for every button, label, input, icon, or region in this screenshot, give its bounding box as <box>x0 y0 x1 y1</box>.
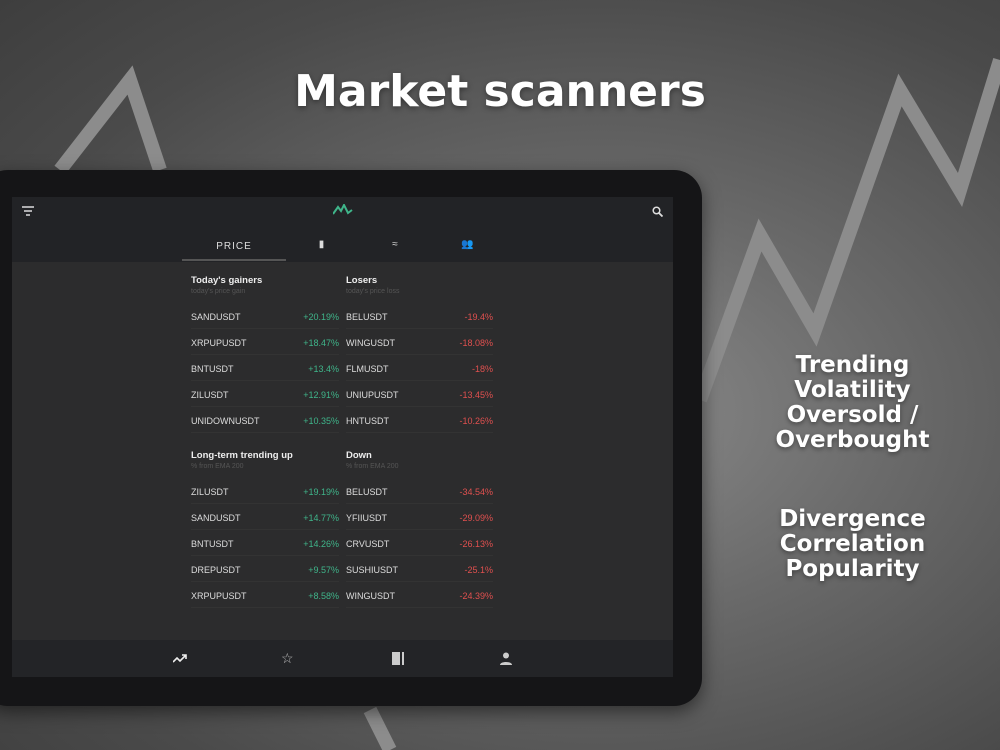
change-percent: -18% <box>471 364 493 374</box>
feature-volatility: Volatility <box>794 377 911 403</box>
feature-divergence: Divergence <box>779 506 926 532</box>
symbol: UNIDOWNUSDT <box>191 416 260 426</box>
tab-volatility[interactable]: ≈ <box>358 235 433 261</box>
bottom-nav: ☆ <box>12 640 673 677</box>
list-item[interactable]: SANDUSDT +20.19% <box>191 303 339 329</box>
section-subtitle: today's price gain <box>191 288 246 295</box>
change-percent: -18.08% <box>459 338 493 348</box>
headline: Market scanners <box>294 66 706 117</box>
search-icon[interactable] <box>652 206 663 217</box>
change-percent: -10.26% <box>459 416 493 426</box>
list-item[interactable]: WINGUSDT -24.39% <box>346 582 493 608</box>
list-item[interactable]: DREPUSDT +9.57% <box>191 556 339 582</box>
list-item[interactable]: SANDUSDT +14.77% <box>191 504 339 530</box>
symbol: SUSHIUSDT <box>346 565 399 575</box>
change-percent: -13.45% <box>459 390 493 400</box>
change-percent: +12.91% <box>303 390 339 400</box>
change-percent: -26.13% <box>459 539 493 549</box>
change-percent: +18.47% <box>303 338 339 348</box>
change-percent: +10.35% <box>303 416 339 426</box>
change-percent: -19.4% <box>464 312 493 322</box>
feature-trending: Trending <box>795 352 910 378</box>
list-item[interactable]: BELUSDT -19.4% <box>346 303 493 329</box>
list-item[interactable]: WINGUSDT -18.08% <box>346 329 493 355</box>
change-percent: -24.39% <box>459 591 493 601</box>
list-item[interactable]: YFIIUSDT -29.09% <box>346 504 493 530</box>
symbol: SANDUSDT <box>191 312 241 322</box>
list-item[interactable]: FLMUSDT -18% <box>346 355 493 381</box>
symbol: ZILUSDT <box>191 487 229 497</box>
volatility-icon: ≈ <box>392 239 399 250</box>
list-item[interactable]: ZILUSDT +12.91% <box>191 381 339 407</box>
change-percent: +20.19% <box>303 312 339 322</box>
tab-volume[interactable]: ▮ <box>286 235 358 261</box>
list-item[interactable]: ZILUSDT +19.19% <box>191 478 339 504</box>
change-percent: -34.54% <box>459 487 493 497</box>
change-percent: +14.26% <box>303 539 339 549</box>
section-title: Down <box>346 450 372 461</box>
list-item[interactable]: XRPUPUSDT +18.47% <box>191 329 339 355</box>
change-percent: +8.58% <box>308 591 339 601</box>
symbol: HNTUSDT <box>346 416 389 426</box>
change-percent: +14.77% <box>303 513 339 523</box>
symbol: BELUSDT <box>346 312 388 322</box>
change-percent: -29.09% <box>459 513 493 523</box>
change-percent: +19.19% <box>303 487 339 497</box>
section-subtitle: today's price loss <box>346 288 400 295</box>
features-list-1: Trending Volatility Oversold / Overbough… <box>720 353 985 453</box>
section-title: Losers <box>346 275 378 286</box>
tab-price[interactable]: PRICE <box>182 235 286 261</box>
symbol: BELUSDT <box>346 487 388 497</box>
app-screen: PRICE ▮ ≈ 👥 Today's gainers today's pric… <box>12 197 673 677</box>
people-icon: 👥 <box>461 239 475 250</box>
symbol: XRPUPUSDT <box>191 591 247 601</box>
section-subtitle: % from EMA 200 <box>191 463 244 470</box>
symbol: WINGUSDT <box>346 591 395 601</box>
list-item[interactable]: UNIDOWNUSDT +10.35% <box>191 407 339 433</box>
trending-icon[interactable] <box>173 653 187 663</box>
list-item[interactable]: XRPUPUSDT +8.58% <box>191 582 339 608</box>
list-item[interactable]: BELUSDT -34.54% <box>346 478 493 504</box>
filter-icon[interactable] <box>22 206 34 216</box>
change-percent: +13.4% <box>308 364 339 374</box>
symbol: XRPUPUSDT <box>191 338 247 348</box>
symbol: BNTUSDT <box>191 364 234 374</box>
feature-popularity: Popularity <box>785 556 920 582</box>
app-header: PRICE ▮ ≈ 👥 <box>12 197 673 262</box>
book-icon[interactable] <box>392 652 402 665</box>
section-title: Today's gainers <box>191 275 263 286</box>
star-icon[interactable]: ☆ <box>281 650 294 666</box>
person-icon[interactable] <box>500 652 512 665</box>
mountain-logo <box>333 204 353 215</box>
list-item[interactable]: BNTUSDT +14.26% <box>191 530 339 556</box>
list-item[interactable]: HNTUSDT -10.26% <box>346 407 493 433</box>
features-list-2: Divergence Correlation Popularity <box>720 507 985 582</box>
section-subtitle: % from EMA 200 <box>346 463 399 470</box>
feature-oversold: Oversold / Overbought <box>775 402 930 453</box>
change-percent: -25.1% <box>464 565 493 575</box>
symbol: SANDUSDT <box>191 513 241 523</box>
section-title: Long-term trending up <box>191 450 293 461</box>
list-item[interactable]: BNTUSDT +13.4% <box>191 355 339 381</box>
symbol: UNIUPUSDT <box>346 390 399 400</box>
symbol: ZILUSDT <box>191 390 229 400</box>
symbol: YFIIUSDT <box>346 513 388 523</box>
symbol: WINGUSDT <box>346 338 395 348</box>
symbol: CRVUSDT <box>346 539 390 549</box>
list-item[interactable]: CRVUSDT -26.13% <box>346 530 493 556</box>
bar-chart-icon: ▮ <box>318 239 326 250</box>
change-percent: +9.57% <box>308 565 339 575</box>
tab-popularity[interactable]: 👥 <box>433 235 503 261</box>
list-item[interactable]: SUSHIUSDT -25.1% <box>346 556 493 582</box>
symbol: BNTUSDT <box>191 539 234 549</box>
symbol: FLMUSDT <box>346 364 389 374</box>
list-item[interactable]: UNIUPUSDT -13.45% <box>346 381 493 407</box>
feature-correlation: Correlation <box>779 531 926 557</box>
symbol: DREPUSDT <box>191 565 241 575</box>
